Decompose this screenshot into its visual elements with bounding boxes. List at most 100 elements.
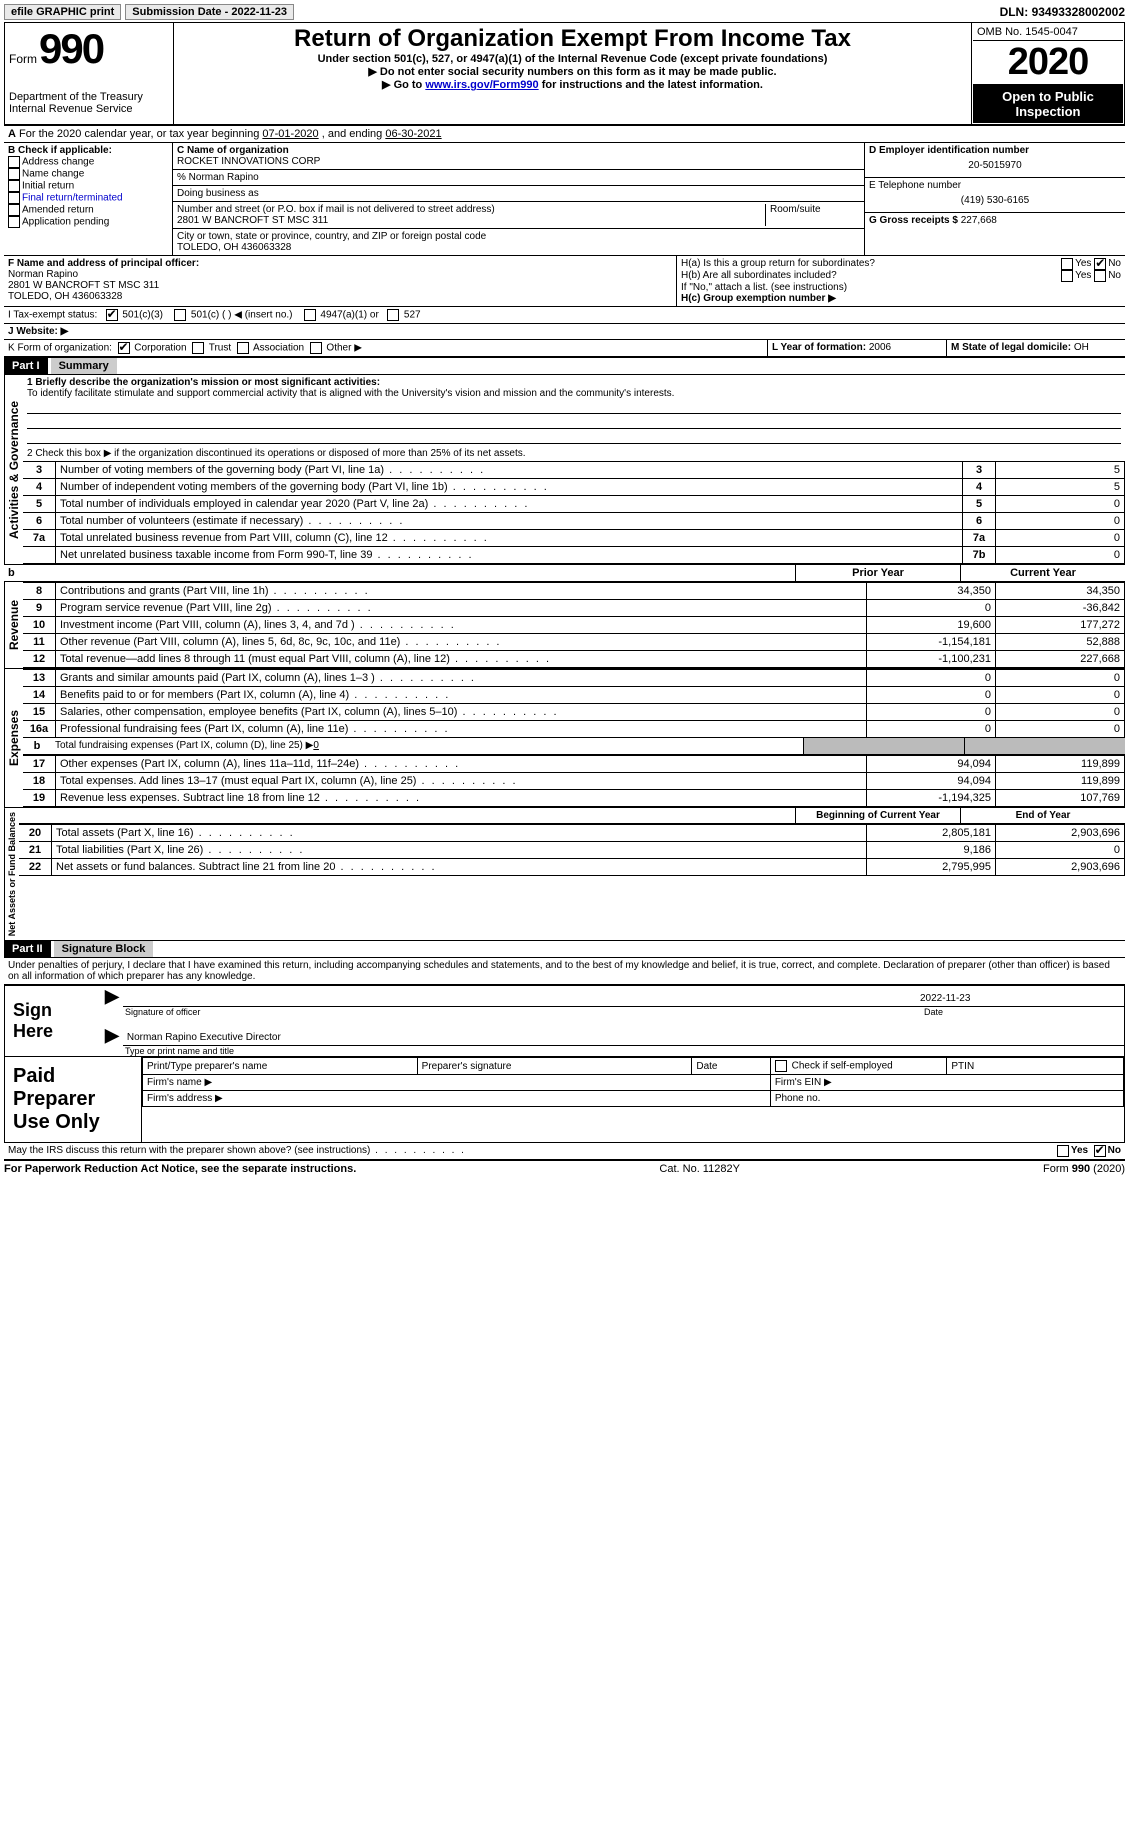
care-of: Norman Rapino <box>189 172 259 183</box>
chk-amended[interactable]: Amended return <box>22 205 94 216</box>
part2-title: Signature Block <box>54 941 154 957</box>
chk-initial-return[interactable]: Initial return <box>22 181 74 192</box>
firm-phone-label: Phone no. <box>770 1091 1123 1107</box>
h-b-label: H(b) Are all subordinates included? <box>681 270 1061 282</box>
year-formation: 2006 <box>869 342 891 353</box>
q2-text: 2 Check this box ▶ if the organization d… <box>23 446 1125 461</box>
hb-yes[interactable] <box>1061 270 1073 282</box>
h-b-note: If "No," attach a list. (see instruction… <box>681 282 1121 293</box>
form-title: Return of Organization Exempt From Incom… <box>178 25 967 53</box>
sig-date: 2022-11-23 <box>916 991 1124 1007</box>
chk-other[interactable] <box>310 342 322 354</box>
prep-ptin-label: PTIN <box>947 1058 1124 1075</box>
sign-here-label: Sign Here <box>5 986 101 1056</box>
vlabel-activities: Activities & Governance <box>4 375 23 564</box>
ein-value: 20-5015970 <box>869 156 1121 175</box>
declaration-text: Under penalties of perjury, I declare th… <box>4 958 1125 984</box>
firm-name-label: Firm's name ▶ <box>143 1075 771 1091</box>
prep-date-label: Date <box>692 1058 770 1075</box>
catalog-number: Cat. No. 11282Y <box>659 1163 740 1175</box>
col-end-year: End of Year <box>960 808 1125 823</box>
dba-label: Doing business as <box>173 186 864 202</box>
street-address: 2801 W BANCROFT ST MSC 311 <box>177 215 761 226</box>
officer-addr2: TOLEDO, OH 436063328 <box>8 291 122 302</box>
officer-name: Norman Rapino <box>8 269 78 280</box>
col-current-year: Current Year <box>961 565 1125 581</box>
discuss-no[interactable] <box>1094 1145 1106 1157</box>
omb-number: OMB No. 1545-0047 <box>973 24 1123 41</box>
form-org-label: K Form of organization: <box>8 343 112 354</box>
chk-association[interactable] <box>237 342 249 354</box>
vlabel-netassets: Net Assets or Fund Balances <box>4 808 19 940</box>
discuss-question: May the IRS discuss this return with the… <box>8 1145 1057 1157</box>
chk-501c3[interactable] <box>106 309 118 321</box>
chk-501c[interactable] <box>174 309 186 321</box>
state-domicile: OH <box>1074 342 1089 353</box>
website-label: J Website: ▶ <box>8 326 68 337</box>
sig-arrow-icon: ▶ <box>101 1025 123 1046</box>
form-header: Form 990 Department of the Treasury Inte… <box>4 22 1125 125</box>
firm-ein-label: Firm's EIN ▶ <box>770 1075 1123 1091</box>
h-a-label: H(a) Is this a group return for subordin… <box>681 258 1061 270</box>
room-suite-label: Room/suite <box>766 204 860 226</box>
sig-arrow-icon: ▶ <box>101 986 123 1007</box>
prep-name-label: Print/Type preparer's name <box>143 1058 418 1075</box>
chk-address-change[interactable]: Address change <box>22 157 94 168</box>
prep-sig-label: Preparer's signature <box>417 1058 692 1075</box>
gross-receipts-label: G Gross receipts $ <box>869 215 961 226</box>
chk-name-change[interactable]: Name change <box>22 169 84 180</box>
col-prior-year: Prior Year <box>796 565 961 581</box>
city-state-zip: TOLEDO, OH 436063328 <box>177 242 860 253</box>
subtitle-1: Under section 501(c), 527, or 4947(a)(1)… <box>178 53 967 65</box>
form-word: Form <box>9 52 37 66</box>
ha-no[interactable] <box>1094 258 1106 270</box>
phone-value: (419) 530-6165 <box>869 191 1121 210</box>
top-bar: efile GRAPHIC print Submission Date - 20… <box>4 4 1125 20</box>
q1-label: 1 Briefly describe the organization's mi… <box>27 377 380 388</box>
officer-label: F Name and address of principal officer: <box>8 258 199 269</box>
form990-link[interactable]: www.irs.gov/Form990 <box>425 79 538 91</box>
pra-notice: For Paperwork Reduction Act Notice, see … <box>4 1163 356 1175</box>
row-a-tax-year: A For the 2020 calendar year, or tax yea… <box>4 125 1125 142</box>
dln: DLN: 93493328002002 <box>1000 5 1125 19</box>
chk-app-pending[interactable]: Application pending <box>22 217 109 228</box>
submission-date: Submission Date - 2022-11-23 <box>125 4 294 20</box>
form-footer: Form 990 (2020) <box>1043 1163 1125 1175</box>
firm-addr-label: Firm's address ▶ <box>143 1091 771 1107</box>
part2-header: Part II <box>4 941 51 957</box>
tax-year: 2020 <box>973 41 1123 85</box>
dept-treasury: Department of the Treasury <box>9 91 169 103</box>
open-to-public: Open to Public Inspection <box>973 85 1123 123</box>
part1-title: Summary <box>51 358 117 374</box>
city-label: City or town, state or province, country… <box>177 231 860 242</box>
prep-selfemp-label: Check if self-employed <box>770 1058 947 1075</box>
org-name-label: C Name of organization <box>177 145 860 156</box>
officer-printed-name: Norman Rapino Executive Director <box>123 1030 1124 1046</box>
hb-no[interactable] <box>1094 270 1106 282</box>
addr-label: Number and street (or P.O. box if mail i… <box>177 204 761 215</box>
part1-header: Part I <box>4 358 48 374</box>
ha-yes[interactable] <box>1061 258 1073 270</box>
subtitle-2: Do not enter social security numbers on … <box>178 65 967 78</box>
chk-final-return[interactable]: Final return/terminated <box>22 193 123 204</box>
chk-4947[interactable] <box>304 309 316 321</box>
mission-text: To identify facilitate stimulate and sup… <box>27 388 674 399</box>
officer-addr1: 2801 W BANCROFT ST MSC 311 <box>8 280 159 291</box>
vlabel-expenses: Expenses <box>4 669 23 807</box>
tax-exempt-label: I Tax-exempt status: <box>8 310 97 321</box>
form-number: 990 <box>39 25 103 73</box>
ein-label: D Employer identification number <box>869 145 1121 156</box>
chk-trust[interactable] <box>192 342 204 354</box>
chk-527[interactable] <box>387 309 399 321</box>
gross-receipts-value: 227,668 <box>961 215 997 226</box>
col-begin-year: Beginning of Current Year <box>795 808 960 823</box>
chk-corporation[interactable] <box>118 342 130 354</box>
discuss-yes[interactable] <box>1057 1145 1069 1157</box>
h-c-label: H(c) Group exemption number ▶ <box>681 293 1121 304</box>
vlabel-revenue: Revenue <box>4 582 23 668</box>
irs-label: Internal Revenue Service <box>9 103 169 115</box>
efile-print-button[interactable]: efile GRAPHIC print <box>4 4 121 20</box>
org-name: ROCKET INNOVATIONS CORP <box>177 156 860 167</box>
phone-label: E Telephone number <box>869 180 1121 191</box>
paid-preparer-label: Paid Preparer Use Only <box>5 1057 142 1142</box>
